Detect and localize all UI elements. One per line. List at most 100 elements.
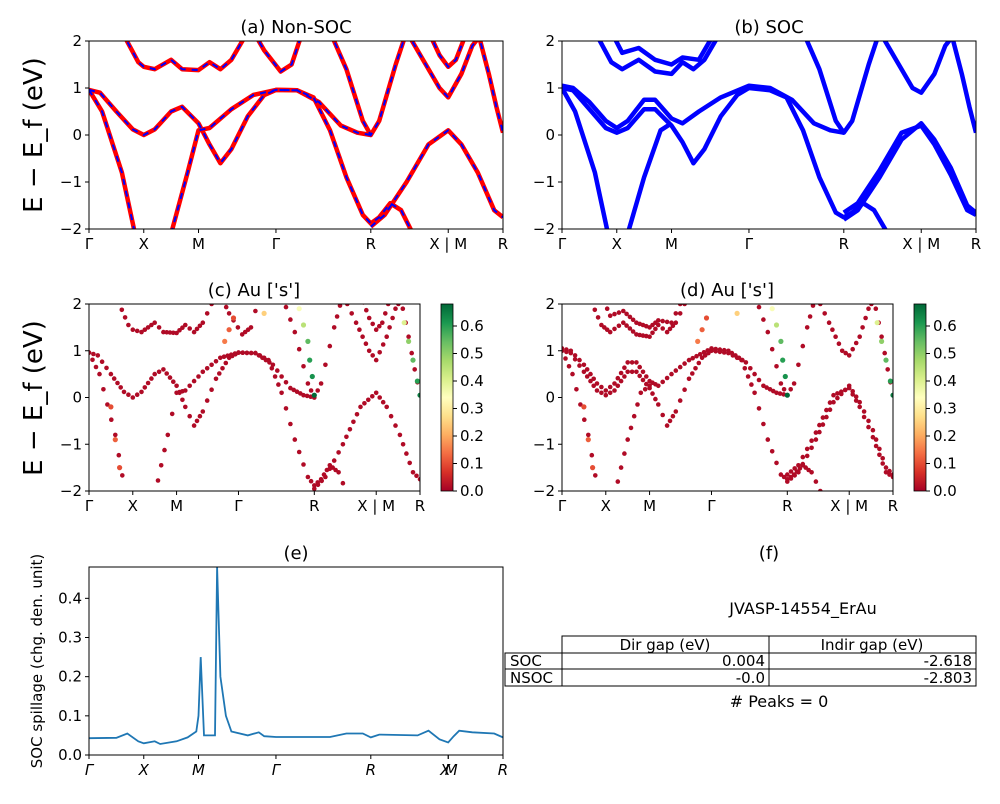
projection-point xyxy=(699,355,705,361)
projection-point xyxy=(209,304,214,307)
projection-point-weighted xyxy=(230,315,237,321)
projection-point xyxy=(670,413,676,419)
projection-point-weighted xyxy=(874,320,880,326)
projection-point xyxy=(340,442,346,447)
projection-point xyxy=(740,357,745,363)
projection-point xyxy=(97,371,102,377)
x-tick-label: M xyxy=(643,497,656,515)
x-tick-label: R xyxy=(498,235,508,253)
projection-point xyxy=(644,374,649,379)
projection-point xyxy=(673,320,679,326)
x-tick-label: R xyxy=(309,497,319,515)
projection-point xyxy=(612,311,617,317)
band-line-soc xyxy=(562,86,610,229)
projection-point xyxy=(591,376,596,382)
projection-point xyxy=(115,380,120,386)
projection-point xyxy=(796,362,801,368)
x-tick-label: Γ xyxy=(85,497,94,515)
projection-point xyxy=(621,308,626,314)
projection-point xyxy=(161,329,166,335)
projection-point xyxy=(377,350,383,355)
projection-point xyxy=(774,390,779,396)
projection-point xyxy=(664,329,670,335)
projection-point xyxy=(187,383,192,389)
projection-point xyxy=(625,369,630,375)
projection-point xyxy=(341,292,346,297)
projection-point xyxy=(628,425,634,431)
projection-point xyxy=(120,473,125,478)
band-line-nonsoc-dashed xyxy=(125,41,244,72)
col-header-indir-gap: Indir gap (eV) xyxy=(821,636,924,654)
band-line-nonsoc-dashed xyxy=(89,88,412,229)
projection-point xyxy=(887,472,892,477)
projection-point xyxy=(634,369,639,375)
x-tick-label: R xyxy=(366,235,376,253)
projection-point xyxy=(677,304,683,307)
projection-point xyxy=(809,470,814,475)
projection-point xyxy=(581,369,587,375)
projection-point-weighted xyxy=(108,404,114,410)
projection-point xyxy=(396,304,401,307)
projection-point xyxy=(577,363,582,368)
projection-point-weighted xyxy=(309,373,315,380)
projection-point xyxy=(213,359,219,364)
projection-point xyxy=(357,327,362,333)
projection-point xyxy=(323,474,328,480)
projection-point xyxy=(323,362,328,368)
projection-point xyxy=(377,323,382,329)
colorbar-tick-label: 0.5 xyxy=(460,345,484,363)
projection-point xyxy=(785,472,790,477)
projection-point xyxy=(118,385,123,390)
projection-point xyxy=(638,390,644,396)
band-line-nonsoc-dashed xyxy=(333,41,405,137)
projection-point xyxy=(563,356,568,361)
projection-point xyxy=(622,374,627,379)
projection-point xyxy=(756,406,762,411)
projection-point xyxy=(191,423,197,428)
band-line-nonsoc xyxy=(89,88,137,229)
projection-point xyxy=(630,329,636,334)
band-line-soc xyxy=(626,121,673,229)
panel-c-points xyxy=(89,292,420,497)
y-tick-label: 2 xyxy=(72,32,82,50)
projection-point xyxy=(625,437,630,442)
projection-point xyxy=(594,388,600,393)
projection-point xyxy=(108,371,114,377)
x-tick-label: X | M xyxy=(902,235,940,253)
projection-point xyxy=(220,366,225,371)
projection-point xyxy=(165,432,171,438)
projection-point xyxy=(618,370,624,376)
projection-point xyxy=(869,304,874,307)
projection-point xyxy=(336,450,341,455)
projection-point xyxy=(370,394,375,399)
projection-point xyxy=(785,479,790,484)
projection-point xyxy=(572,353,578,358)
projection-point xyxy=(187,413,192,419)
projection-point xyxy=(721,347,727,353)
projection-point xyxy=(232,351,238,356)
projection-point xyxy=(588,371,593,377)
projection-point xyxy=(200,320,206,326)
projection-point xyxy=(742,366,748,371)
projection-point xyxy=(615,383,621,389)
projection-point xyxy=(694,353,699,359)
projection-point xyxy=(156,325,162,330)
projection-point xyxy=(880,461,885,466)
projection-point xyxy=(863,315,868,321)
projection-point xyxy=(345,492,350,497)
projection-point xyxy=(607,313,613,319)
colorbar-tick-label: 0.0 xyxy=(933,482,957,500)
projection-point xyxy=(93,364,99,370)
projection-point xyxy=(301,364,306,369)
y-tick-label: 0 xyxy=(72,126,82,144)
x-tick-label: R xyxy=(839,235,849,253)
projection-point xyxy=(105,402,110,407)
projection-point xyxy=(822,498,827,503)
projection-point xyxy=(319,478,325,484)
projection-point xyxy=(581,362,587,368)
projection-point xyxy=(630,317,636,323)
projection-point xyxy=(835,391,840,396)
row-label-soc: SOC xyxy=(510,652,542,670)
projection-point xyxy=(603,388,609,393)
projection-point xyxy=(843,350,848,356)
